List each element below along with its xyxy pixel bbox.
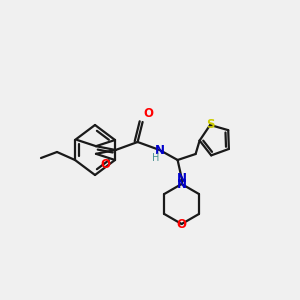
Text: H: H <box>152 153 159 163</box>
Text: S: S <box>206 118 214 131</box>
Text: N: N <box>177 172 187 184</box>
Text: O: O <box>177 218 187 230</box>
Text: N: N <box>154 143 165 157</box>
Text: N: N <box>177 178 187 190</box>
Text: O: O <box>144 107 154 120</box>
Text: O: O <box>100 158 110 171</box>
